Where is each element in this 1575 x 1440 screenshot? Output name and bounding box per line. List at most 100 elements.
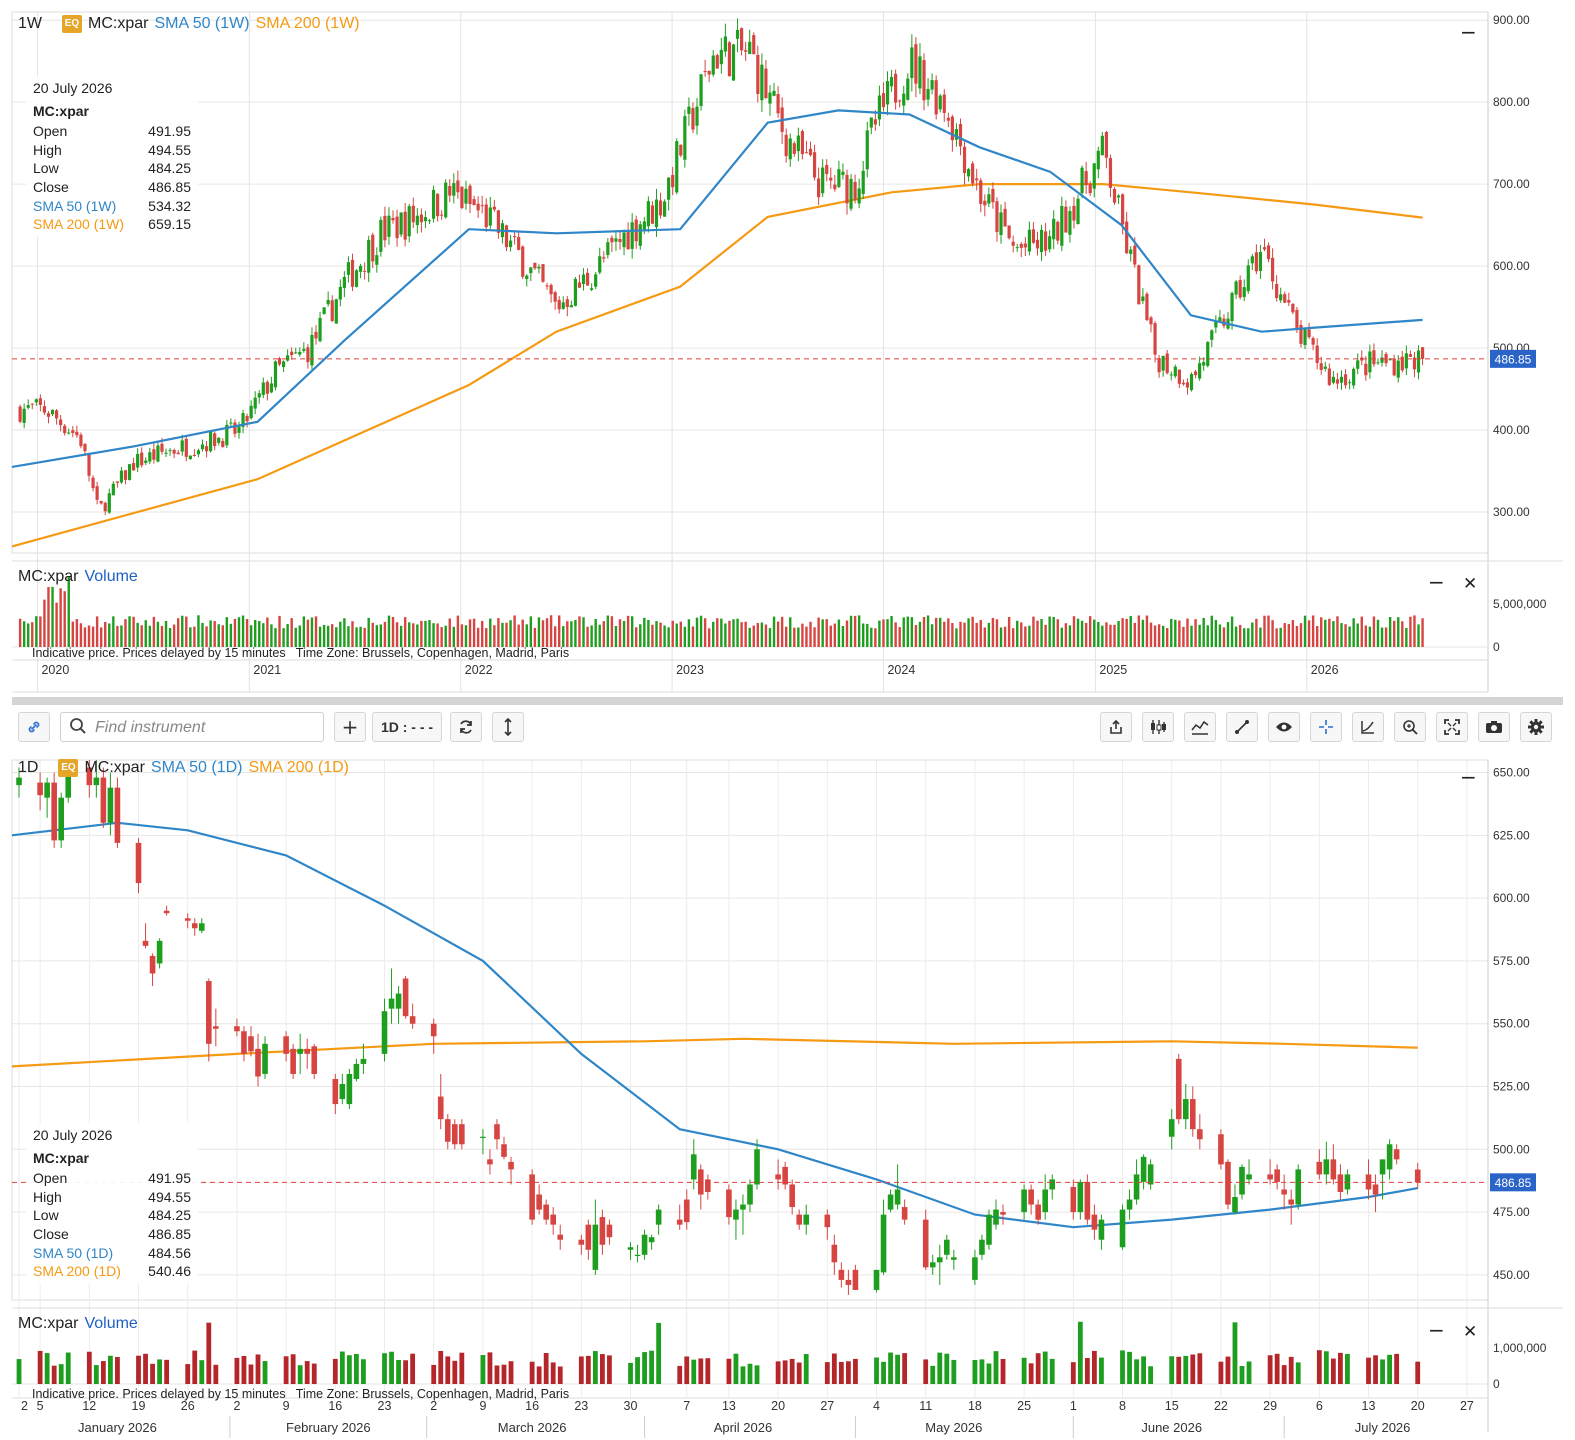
eye-icon[interactable]	[1268, 712, 1300, 742]
panel-splitter[interactable]	[12, 697, 1563, 705]
daily-volume-bar	[1035, 1353, 1041, 1384]
daily-candle-body	[409, 1016, 416, 1024]
interval-selector-button[interactable]: 1D : - - -	[372, 712, 442, 742]
daily-volume-bar	[803, 1354, 809, 1384]
zoom-icon[interactable]	[1394, 712, 1426, 742]
weekly-volume-bar	[91, 626, 95, 647]
weekly-volume-bar	[902, 617, 905, 647]
weekly-candle-body	[934, 80, 938, 115]
weekly-candle-body	[209, 430, 213, 452]
weekly-sma50-legend[interactable]: SMA 50 (1W)	[154, 15, 250, 32]
weekly-candle-body	[318, 317, 322, 342]
weekly-y-tick-label: 400.00	[1493, 423, 1530, 437]
weekly-candle-body	[744, 50, 748, 52]
link-icon[interactable]	[18, 712, 50, 742]
daily-candle-body	[529, 1174, 535, 1220]
weekly-candle-body	[975, 178, 979, 181]
weekly-volume-minimize-icon[interactable]: −	[1428, 570, 1445, 594]
weekly-candle-body	[752, 35, 756, 55]
weekly-volume-bar	[862, 623, 865, 647]
share-icon[interactable]	[1100, 712, 1132, 742]
daily-volume-bar	[649, 1350, 654, 1384]
fullscreen-icon[interactable]	[1436, 712, 1468, 742]
daily-sma50-line	[11, 821, 1418, 1229]
weekly-volume-label[interactable]: Volume	[84, 568, 138, 585]
weekly-volume-bar	[1117, 621, 1120, 647]
vertical-arrows-icon[interactable]	[492, 712, 524, 742]
daily-volume-bar	[241, 1356, 247, 1384]
daily-volume-minimize-icon[interactable]: −	[1428, 1318, 1445, 1342]
daily-candle-body	[1182, 1099, 1189, 1120]
gear-icon[interactable]	[1520, 712, 1552, 742]
daily-candle-body	[1028, 1189, 1034, 1205]
weekly-volume-bar	[1157, 624, 1161, 647]
daily-candle-body	[1021, 1189, 1027, 1213]
candlestick-icon[interactable]	[1142, 712, 1174, 742]
weekly-candle-body	[764, 68, 768, 99]
weekly-candle-body	[91, 477, 95, 489]
weekly-candle-body	[334, 299, 338, 324]
weekly-volume-bar	[379, 624, 383, 647]
daily-x-tick-label: 5	[37, 1399, 44, 1413]
weekly-instrument-label[interactable]: MC:xpar	[88, 15, 149, 32]
daily-volume-close-icon[interactable]: ✕	[1463, 1322, 1478, 1342]
weekly-sma200-legend[interactable]: SMA 200 (1W)	[255, 15, 360, 32]
weekly-volume-bar	[294, 627, 297, 647]
weekly-volume-bar	[436, 623, 439, 647]
weekly-candle-body	[127, 464, 132, 480]
weekly-volume-bar	[1182, 626, 1185, 647]
daily-volume-bar	[1028, 1363, 1034, 1384]
weekly-volume-bar	[914, 625, 918, 647]
daily-volume-label[interactable]: Volume	[84, 1315, 138, 1332]
weekly-volume-bar	[1307, 620, 1311, 647]
refresh-icon[interactable]	[450, 712, 482, 742]
indicators-icon[interactable]	[1184, 712, 1216, 742]
weekly-volume-bar	[403, 617, 407, 647]
weekly-volume-header: MC:xpar Volume	[18, 568, 138, 586]
weekly-candle-body	[1356, 360, 1360, 369]
weekly-volume-bar	[1405, 627, 1408, 647]
daily-sma50-legend[interactable]: SMA 50 (1D)	[150, 759, 243, 776]
curve-icon[interactable]	[1352, 712, 1384, 742]
weekly-candle-body	[1295, 309, 1299, 328]
weekly-minimize-icon[interactable]: −	[1460, 20, 1477, 44]
crosshair-icon[interactable]	[1310, 712, 1342, 742]
daily-instrument-label[interactable]: MC:xpar	[84, 759, 145, 776]
camera-icon[interactable]	[1478, 712, 1510, 742]
daily-minimize-icon[interactable]: −	[1460, 765, 1477, 789]
weekly-volume-instrument[interactable]: MC:xpar	[18, 568, 79, 585]
weekly-candle-body	[419, 214, 423, 223]
weekly-volume-bar	[983, 627, 987, 647]
weekly-candle-body	[508, 240, 513, 248]
daily-candle-body	[606, 1224, 613, 1238]
draw-line-icon[interactable]	[1226, 712, 1258, 742]
add-instrument-button[interactable]: +	[334, 712, 366, 742]
daily-candle-body	[901, 1207, 908, 1220]
weekly-candle-body	[132, 463, 136, 471]
weekly-interval-label[interactable]: 1W	[18, 15, 42, 32]
weekly-candle-body	[1254, 252, 1258, 272]
daily-sma200-legend[interactable]: SMA 200 (1D)	[248, 759, 349, 776]
daily-volume-instrument[interactable]: MC:xpar	[18, 1315, 79, 1332]
weekly-candle-body	[1193, 371, 1198, 376]
daily-interval-label[interactable]: 1D	[18, 759, 39, 776]
weekly-candle-body	[549, 284, 553, 295]
weekly-volume-close-icon[interactable]: ✕	[1463, 574, 1478, 594]
weekly-candle-body	[926, 88, 930, 100]
weekly-candle-body	[760, 64, 764, 101]
weekly-volume-bar	[647, 620, 650, 647]
weekly-volume-bar	[720, 618, 723, 647]
weekly-candle-body	[1258, 251, 1263, 271]
weekly-candle-body	[602, 257, 606, 259]
weekly-candle-body	[273, 361, 278, 388]
weekly-candle-body	[537, 266, 541, 269]
weekly-candle-body	[75, 431, 79, 436]
weekly-volume-bar	[1101, 625, 1104, 647]
daily-info-close: Close 486.85	[33, 1225, 191, 1242]
daily-candle-body	[1323, 1159, 1330, 1175]
weekly-volume-bar	[558, 615, 561, 647]
weekly-volume-bar	[1247, 628, 1250, 647]
find-instrument-input[interactable]	[93, 716, 317, 740]
weekly-candle-body	[67, 432, 71, 434]
